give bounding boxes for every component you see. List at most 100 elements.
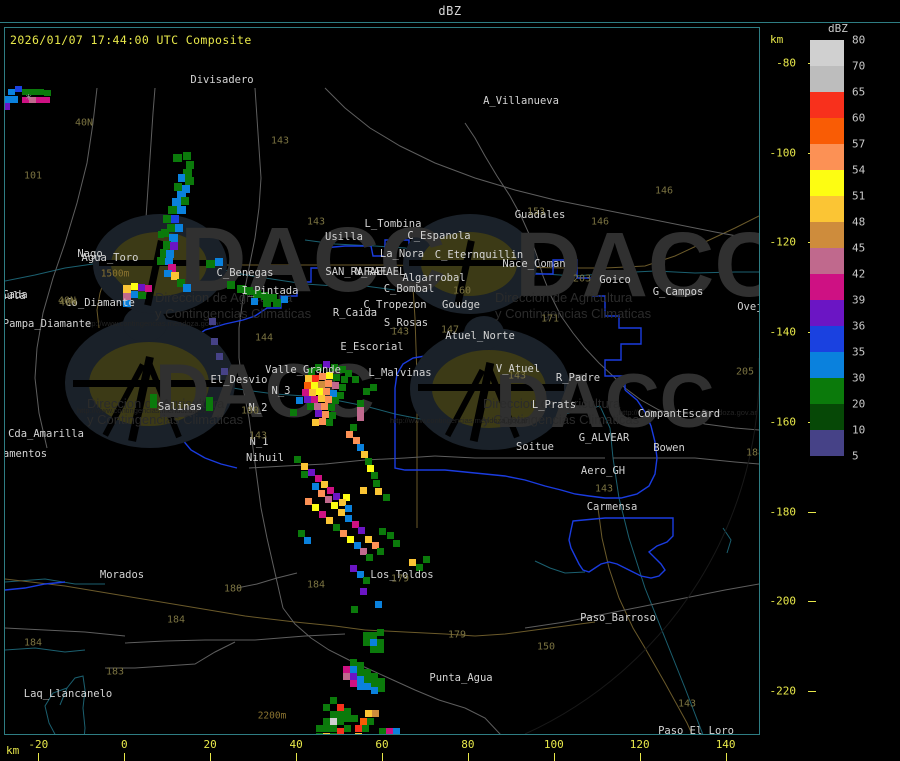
radar-echo-cell [323,725,330,732]
map-town-label: N_3 [271,385,291,397]
radar-echo-cell [339,384,346,391]
x-axis-tick-label: 120 [629,738,650,751]
map-town-label: N_RAFAEL [354,266,406,278]
radar-echo-cell [330,390,337,397]
radar-echo-cell [304,382,311,389]
radar-echo-cell [393,540,400,547]
radar-echo-cell [309,389,316,396]
radar-echo-cell [354,542,361,549]
radar-echo-cell [357,683,364,690]
radar-echo-cell [298,530,305,537]
radar-echo-cell [357,669,364,676]
map-town-label: G_Campos [652,286,704,298]
map-route-label: 203 [572,273,592,285]
radar-echo-cell [319,511,326,518]
radar-echo-cell [360,718,367,725]
radar-echo-cell [337,704,344,711]
map-route-label: 184 [306,579,326,591]
radar-echo-cell [158,231,164,238]
radar-echo-cell [337,392,344,399]
map-town-label: Valle_Grande [265,364,341,376]
radar-echo-cell [316,733,323,734]
radar-echo-cell [350,673,357,680]
radar-echo-cell [363,632,370,639]
colorbar-swatch [810,66,844,92]
radar-echo-cell [165,258,173,265]
radar-echo-cell [316,725,323,732]
map-town-label: Goudge [442,299,480,311]
radar-echo-cell [43,97,50,103]
map-town-label: Goico [599,274,631,286]
radar-echo-cell [333,493,340,500]
colorbar-swatch [810,352,844,378]
colorbar-swatch [810,196,844,222]
radar-echo-cell [362,725,369,732]
radar-echo-cell [350,666,357,673]
colorbar-swatch [810,92,844,118]
radar-echo-cell [330,725,337,732]
radar-echo-cell [409,559,416,566]
radar-echo-cell [387,532,394,539]
map-route-label: 184 [23,637,43,649]
map-route-label: 143 [594,483,614,495]
radar-echo-cell [206,397,213,411]
radar-echo-cell [357,400,364,407]
map-town-label: Guadales [514,209,566,221]
radar-echo-cell [211,338,218,345]
radar-echo-cell [350,565,357,572]
map-town-label: Nace_Coman [502,258,566,270]
radar-echo-cell [173,154,182,162]
radar-echo-cell [370,384,377,391]
map-label-layer: Divisadero A_Villanueva Guadales L_Tombina C… [5,28,759,734]
radar-echo-cell [365,458,372,465]
radar-echo-cell [319,373,326,380]
map-town-label: A_Villanueva [483,95,559,107]
colorbar-swatch [810,300,844,326]
radar-echo-cell [343,494,350,501]
radar-echo-cell [29,89,37,95]
map-route-label: 171 [540,313,560,325]
radar-echo-cell [301,463,308,470]
map-route-label: 188 [745,447,759,459]
radar-echo-cell [169,234,178,242]
radar-echo-cell [365,536,372,543]
radar-echo-cell [290,409,297,416]
radar-echo-cell [371,673,378,680]
x-axis-tick-label: 60 [375,738,389,751]
map-town-label: L_Tombina [364,218,422,230]
x-axis-tick [296,753,298,761]
map-elevation-label: 2200m [257,710,287,722]
radar-echo-cell [378,685,385,692]
radar-echo-cell [339,366,346,373]
radar-echo-cell [323,733,330,734]
radar-map-panel[interactable]: DACC DACC DACC DACC Direccion de Agricul… [4,27,760,735]
radar-echo-cell [150,394,157,408]
radar-echo-cell [161,229,169,237]
radar-echo-cell [345,515,352,522]
radar-echo-cell [311,396,318,403]
radar-echo-cell [366,554,373,561]
radar-echo-cell [339,499,346,506]
radar-echo-cell [308,368,315,375]
radar-echo-cell [340,530,347,537]
radar-echo-cell [333,524,340,531]
map-town-label: Cda_Amarilla [8,428,84,440]
radar-echo-cell [160,249,168,257]
map-route-label: 40N [58,297,78,309]
radar-echo-cell [355,725,362,732]
radar-echo-cell [360,588,367,595]
colorbar-tick-label: 54 [852,163,866,177]
map-town-label: C_Benegas [216,267,274,279]
y-axis-tick [808,691,816,693]
radar-echo-cell [294,456,301,463]
radar-echo-cell [5,103,10,110]
radar-echo-cell [318,490,325,497]
radar-echo-cell [379,728,386,734]
x-axis: -20 0 20 40 60 80 100 120 140 [4,736,762,761]
radar-echo-cell [345,505,352,512]
radar-echo-cell [326,419,333,426]
radar-echo-cell [5,96,12,103]
radar-echo-cell [181,197,189,205]
radar-echo-cell [344,715,351,722]
radar-echo-cell [355,733,362,734]
